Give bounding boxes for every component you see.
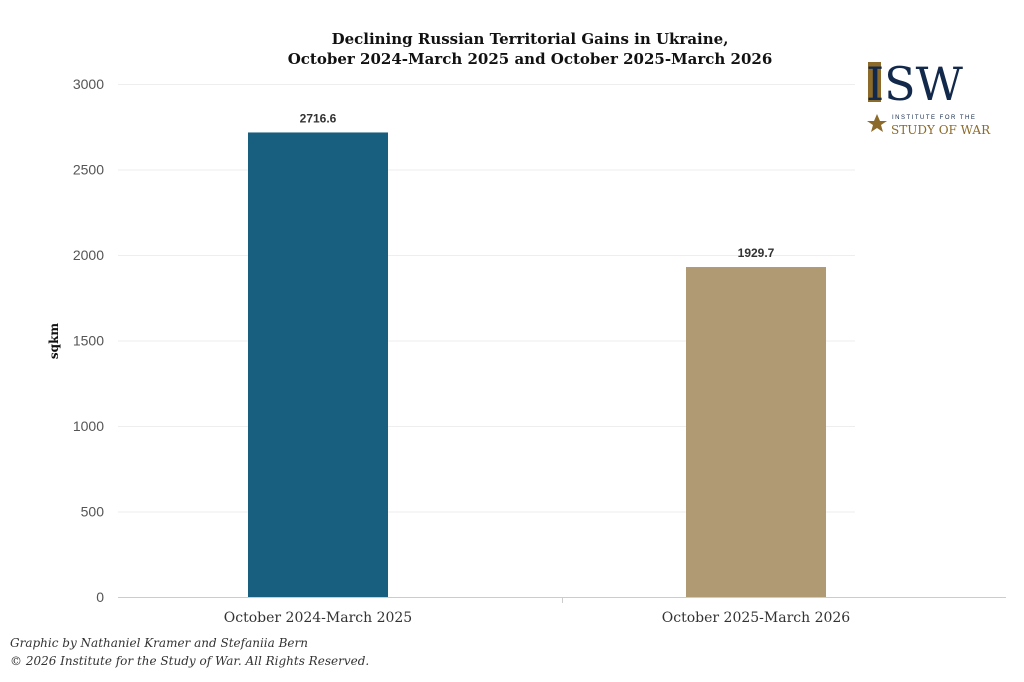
x-tick-label: October 2024-March 2025 — [224, 610, 412, 626]
y-tick-label: 1000 — [73, 418, 104, 434]
y-tick-label: 2500 — [73, 162, 104, 178]
logo-line2: STUDY OF WAR — [891, 123, 991, 137]
star-icon — [867, 114, 887, 132]
y-axis-label: sqkm — [47, 323, 61, 359]
y-tick-label: 1500 — [73, 333, 104, 349]
y-tick-label: 500 — [81, 504, 105, 520]
y-tick-label: 2000 — [73, 247, 104, 263]
data-label: 1929.7 — [738, 246, 775, 260]
logo-line1: INSTITUTE FOR THE — [892, 115, 976, 121]
bar — [686, 267, 826, 597]
x-tick-label: October 2025-March 2026 — [662, 610, 851, 626]
bar — [248, 132, 388, 597]
isw-logo: ISW INSTITUTE FOR THE STUDY OF WAR — [866, 57, 991, 137]
chart-subtitle: October 2024-March 2025 and October 2025… — [288, 50, 773, 68]
y-tick-label: 0 — [96, 589, 104, 605]
copyright-line: © 2026 Institute for the Study of War. A… — [10, 654, 370, 668]
logo-pillar — [868, 62, 881, 102]
credit-line: Graphic by Nathaniel Kramer and Stefanii… — [10, 636, 308, 650]
logo-mark: ISW — [866, 57, 964, 111]
chart-title: Declining Russian Territorial Gains in U… — [332, 30, 729, 48]
data-label: 2716.6 — [300, 111, 337, 125]
y-tick-label: 3000 — [73, 76, 104, 92]
